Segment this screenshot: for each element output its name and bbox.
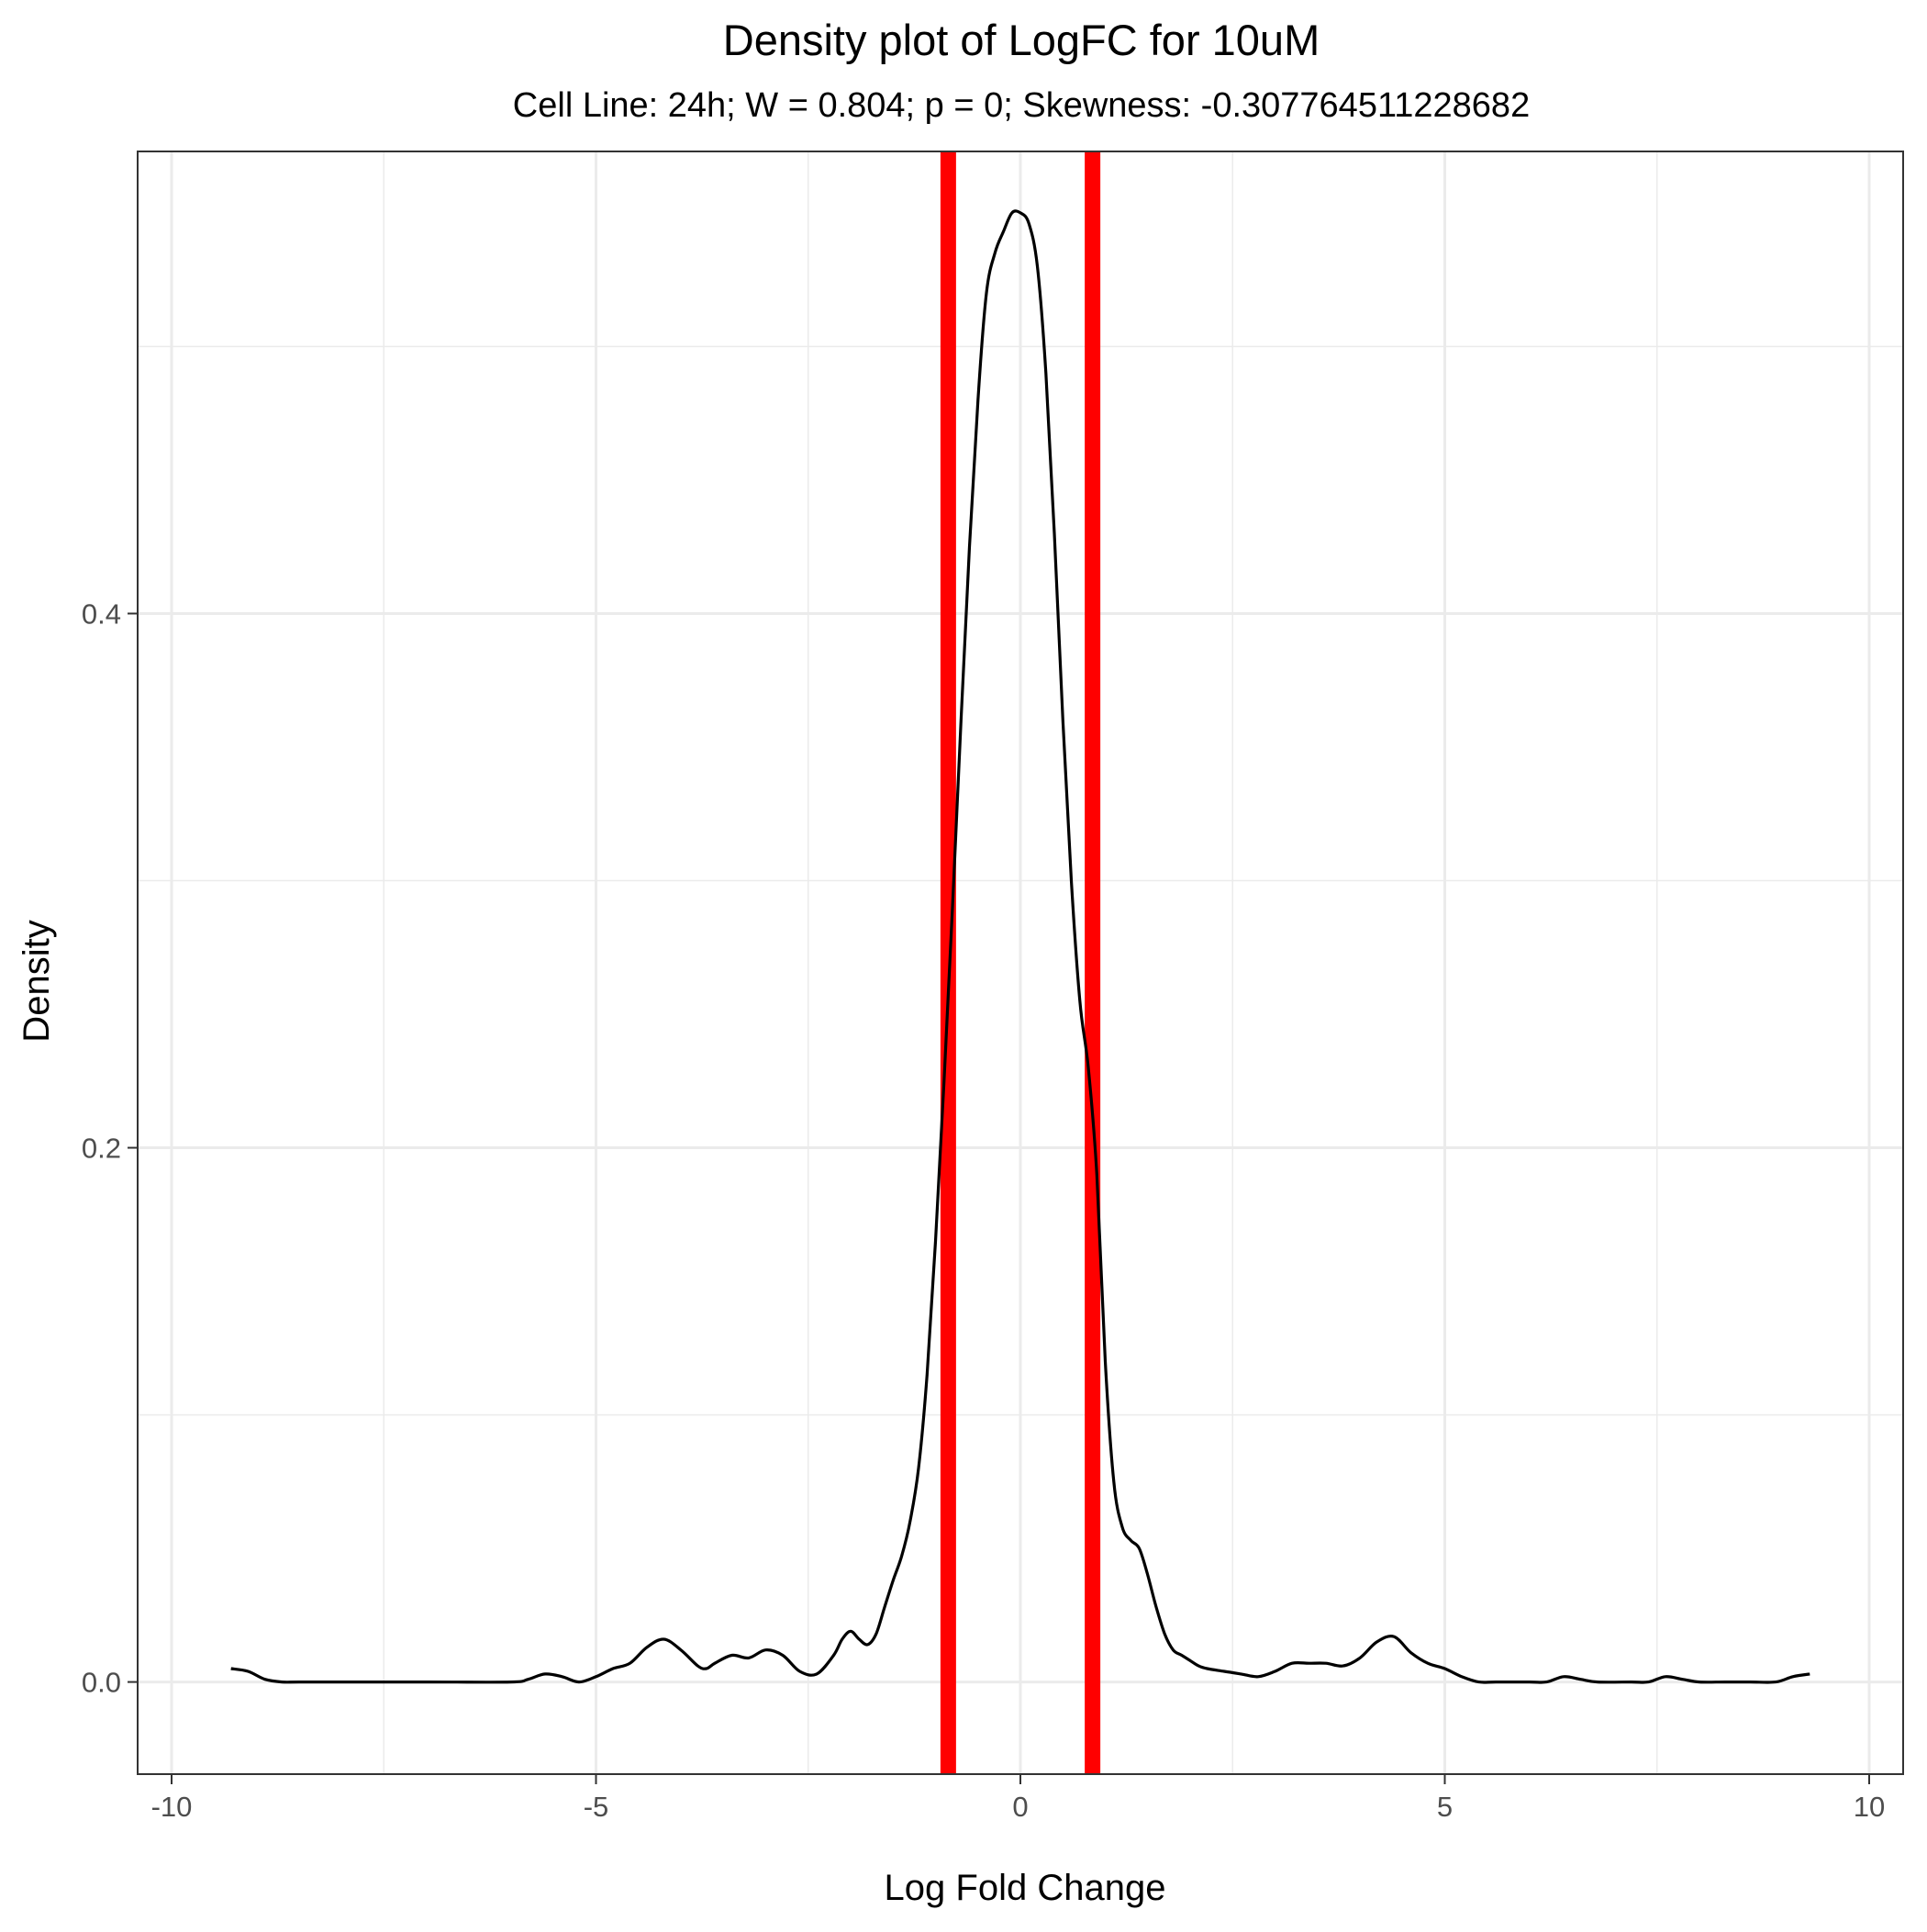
x-tick-label: -5 [584,1791,609,1823]
y-tick-label: 0.0 [82,1667,121,1699]
density-series [230,209,1810,1684]
x-tick-label: 10 [1854,1791,1885,1823]
x-axis-title: Log Fold Change [885,1868,1166,1908]
x-tick-label: 0 [1012,1791,1028,1823]
x-axis: -10 -5 0 5 10 [151,1774,1885,1823]
y-tick-label: 0.2 [82,1133,121,1165]
y-axis: 0.0 0.2 0.4 [82,597,138,1699]
y-axis-title: Density [17,920,57,1042]
x-tick-label: 5 [1437,1791,1453,1823]
density-line [230,209,1810,1684]
chart-title: Density plot of LogFC for 10uM [723,16,1320,64]
y-tick-label: 0.4 [82,597,121,630]
threshold-lines [940,151,1101,1774]
grid-lines [138,151,1903,1774]
chart-subtitle: Cell Line: 24h; W = 0.804; p = 0; Skewne… [513,86,1530,125]
x-tick-label: -10 [151,1791,193,1823]
